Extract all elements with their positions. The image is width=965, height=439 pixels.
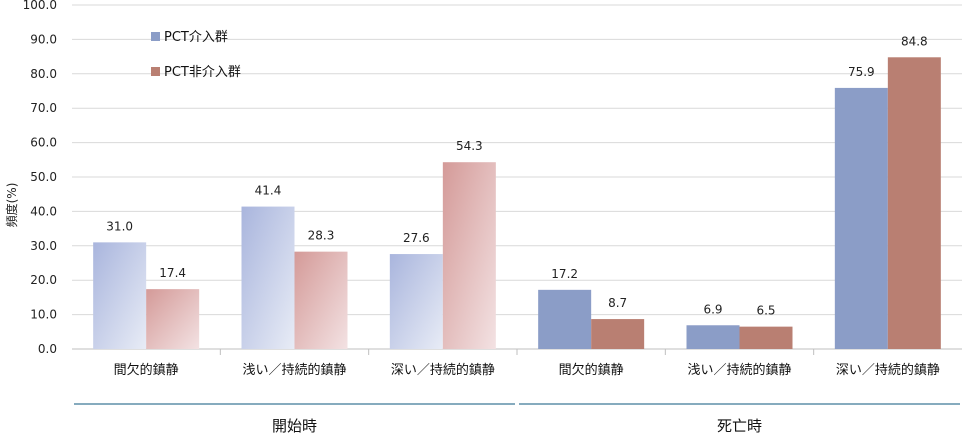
data-label: 75.9: [848, 65, 875, 79]
category-label: 深い／持続的鎮静: [391, 362, 495, 378]
y-tick-label: 50.0: [30, 170, 57, 184]
data-label: 28.3: [308, 229, 335, 243]
category-label: 浅い／持続的鎮静: [687, 362, 791, 378]
data-label: 27.6: [403, 231, 430, 245]
bars: [93, 57, 941, 350]
bar: [887, 57, 941, 350]
category-label: 浅い／持続的鎮静: [242, 362, 346, 378]
y-tick-label: 20.0: [30, 273, 57, 287]
legend-swatch: [151, 67, 160, 76]
bar: [834, 87, 888, 350]
bar: [442, 162, 496, 349]
y-tick-label: 70.0: [30, 101, 57, 115]
group-label: 死亡時: [717, 417, 762, 435]
legend: PCT介入群 PCT非介入群: [151, 30, 241, 80]
data-label: 6.5: [756, 304, 775, 318]
bar: [146, 289, 200, 349]
legend-label: PCT介入群: [164, 30, 228, 45]
data-label: 17.4: [159, 266, 186, 280]
bar: [591, 319, 645, 349]
y-tick-label: 0.0: [38, 342, 57, 356]
category-label: 深い／持続的鎮静: [836, 362, 940, 378]
y-tick-label: 60.0: [30, 136, 57, 150]
bar: [686, 325, 740, 349]
category-label: 間欠的鎮静: [559, 362, 624, 378]
legend-swatch: [151, 32, 160, 41]
y-axis-label: 頻度(%): [4, 183, 19, 228]
group-labels: 開始時 死亡時: [74, 403, 960, 435]
y-axis-ticks: 0.0 10.0 20.0 30.0 40.0 50.0 60.0 70.0 80.0 90.0 1…: [23, 0, 57, 356]
bar: [739, 326, 793, 349]
data-label: 8.7: [608, 296, 627, 310]
y-tick-label: 90.0: [30, 32, 57, 46]
y-tick-label: 40.0: [30, 204, 57, 218]
data-label: 41.4: [255, 184, 282, 198]
legend-label: PCT非介入群: [164, 65, 241, 80]
y-tick-label: 10.0: [30, 308, 57, 322]
data-label: 84.8: [901, 34, 928, 48]
y-tick-label: 100.0: [23, 0, 57, 12]
group-label: 開始時: [272, 417, 317, 435]
data-label: 54.3: [456, 139, 483, 153]
y-tick-label: 80.0: [30, 67, 57, 81]
bar: [93, 242, 147, 349]
data-label: 31.0: [106, 219, 133, 233]
bar: [294, 251, 348, 349]
bar: [389, 254, 443, 349]
bar: [241, 206, 295, 349]
data-labels: 31.0 17.4 41.4 28.3 27.6 54.3 17.2 8.7 6.9 6.5 75.…: [106, 34, 927, 317]
category-labels: 間欠的鎮静 浅い／持続的鎮静 深い／持続的鎮静 間欠的鎮静 浅い／持続的鎮静 深い／持続的…: [114, 362, 940, 378]
data-label: 17.2: [551, 267, 578, 281]
bar: [538, 289, 592, 349]
data-label: 6.9: [703, 302, 722, 316]
category-label: 間欠的鎮静: [114, 362, 179, 378]
y-tick-label: 30.0: [30, 239, 57, 253]
gridlines: [72, 4, 962, 355]
